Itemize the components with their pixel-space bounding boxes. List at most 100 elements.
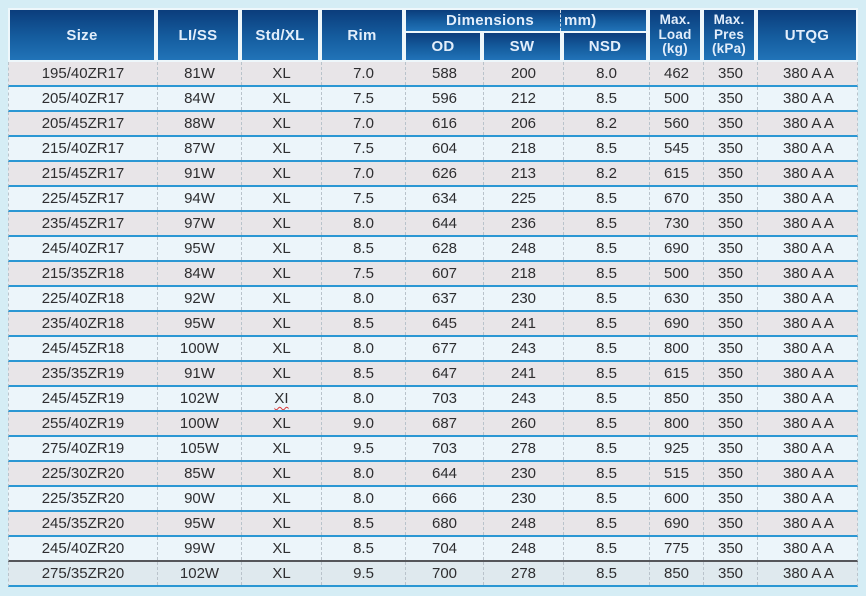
cell-sw-value: 212 xyxy=(510,90,537,107)
cell-sw-value: 248 xyxy=(510,540,537,557)
cell-sw-value: 218 xyxy=(510,265,537,282)
cell-utqg: 380 A A xyxy=(757,537,859,560)
cell-utqg-value: 380 A A xyxy=(783,465,834,482)
cell-pres-value: 350 xyxy=(717,115,744,132)
cell-size-value: 245/40ZR17 xyxy=(41,240,125,257)
cell-std: XL xyxy=(241,437,321,460)
cell-std: XL xyxy=(241,487,321,510)
table-row: 245/45ZR18 100W XL 8.0 677 243 8.5 800 350 380 A … xyxy=(8,337,858,362)
cell-std: XL xyxy=(241,187,321,210)
cell-load-value: 500 xyxy=(663,90,690,107)
cell-size-value: 245/35ZR20 xyxy=(41,515,125,532)
cell-nsd: 8.5 xyxy=(563,212,649,235)
cell-utqg: 380 A A xyxy=(757,487,859,510)
cell-load: 775 xyxy=(649,537,703,560)
cell-liss: 95W xyxy=(157,312,241,335)
cell-pres-value: 350 xyxy=(717,240,744,257)
cell-rim: 8.5 xyxy=(321,512,405,535)
cell-od-value: 626 xyxy=(431,165,458,182)
cell-sw-value: 241 xyxy=(510,315,537,332)
cell-liss-value: 81W xyxy=(184,65,215,82)
cell-liss-value: 91W xyxy=(184,165,215,182)
cell-liss-value: 102W xyxy=(179,565,220,582)
cell-liss: 81W xyxy=(157,62,241,85)
cell-load: 690 xyxy=(649,512,703,535)
cell-size: 205/40ZR17 xyxy=(9,87,157,110)
cell-liss: 102W xyxy=(157,562,241,585)
cell-pres-value: 350 xyxy=(717,540,744,557)
cell-size: 225/30ZR20 xyxy=(9,462,157,485)
cell-pres-value: 350 xyxy=(717,415,744,432)
cell-nsd-value: 8.5 xyxy=(596,540,617,557)
cell-std: XL xyxy=(241,562,321,585)
cell-std-value: XL xyxy=(272,165,291,182)
cell-utqg: 380 A A xyxy=(757,437,859,460)
header-dimensions-label: Dimensions xyxy=(445,12,535,29)
cell-std: XL xyxy=(241,337,321,360)
table-row: 225/35ZR20 90W XL 8.0 666 230 8.5 600 350 380 A A xyxy=(8,487,858,512)
cell-od: 616 xyxy=(405,112,483,135)
cell-rim-value: 9.5 xyxy=(353,565,374,582)
cell-size: 215/40ZR17 xyxy=(9,137,157,160)
cell-load: 500 xyxy=(649,262,703,285)
cell-nsd-value: 8.5 xyxy=(596,265,617,282)
cell-pres-value: 350 xyxy=(717,490,744,507)
cell-sw: 278 xyxy=(483,437,563,460)
cell-od-value: 644 xyxy=(431,215,458,232)
cell-utqg-value: 380 A A xyxy=(783,515,834,532)
cell-rim: 8.0 xyxy=(321,337,405,360)
cell-nsd: 8.5 xyxy=(563,487,649,510)
cell-rim-value: 8.0 xyxy=(353,465,374,482)
cell-od: 666 xyxy=(405,487,483,510)
cell-liss: 94W xyxy=(157,187,241,210)
cell-nsd: 8.5 xyxy=(563,137,649,160)
cell-od: 626 xyxy=(405,162,483,185)
cell-load: 800 xyxy=(649,337,703,360)
cell-od-value: 588 xyxy=(431,65,458,82)
cell-pres: 350 xyxy=(703,562,757,585)
table-row: 245/35ZR20 95W XL 8.5 680 248 8.5 690 350 380 A A xyxy=(8,512,858,537)
cell-rim: 8.0 xyxy=(321,287,405,310)
cell-size-value: 235/40ZR18 xyxy=(41,315,125,332)
cell-liss-value: 91W xyxy=(184,365,215,382)
table-row: 235/35ZR19 91W XL 8.5 647 241 8.5 615 350 380 A A xyxy=(8,362,858,387)
table-row: 245/45ZR19 102W XI 8.0 703 243 8.5 850 350 380 A … xyxy=(8,387,858,412)
cell-rim: 9.5 xyxy=(321,437,405,460)
cell-liss: 102W xyxy=(157,387,241,410)
cell-std-value: XL xyxy=(272,340,291,357)
cell-sw-value: 218 xyxy=(510,140,537,157)
cell-nsd-value: 8.5 xyxy=(596,490,617,507)
cell-std: XL xyxy=(241,512,321,535)
cell-utqg: 380 A A xyxy=(757,562,859,585)
cell-pres-value: 350 xyxy=(717,340,744,357)
cell-nsd-value: 8.5 xyxy=(596,315,617,332)
cell-load-value: 500 xyxy=(663,265,690,282)
cell-liss: 90W xyxy=(157,487,241,510)
header-li-ss: LI/SS xyxy=(156,8,240,62)
cell-od: 634 xyxy=(405,187,483,210)
cell-nsd: 8.5 xyxy=(563,537,649,560)
cell-utqg-value: 380 A A xyxy=(783,415,834,432)
table-row: 225/40ZR18 92W XL 8.0 637 230 8.5 630 350 380 A A xyxy=(8,287,858,312)
cell-utqg-value: 380 A A xyxy=(783,165,834,182)
cell-rim-value: 8.5 xyxy=(353,540,374,557)
cell-load-value: 560 xyxy=(663,115,690,132)
cell-utqg: 380 A A xyxy=(757,162,859,185)
cell-std: XL xyxy=(241,287,321,310)
cell-nsd: 8.5 xyxy=(563,237,649,260)
cell-nsd: 8.5 xyxy=(563,512,649,535)
cell-nsd: 8.5 xyxy=(563,412,649,435)
cell-size-value: 215/40ZR17 xyxy=(41,140,125,157)
cell-std: XI xyxy=(241,387,321,410)
cell-rim: 7.5 xyxy=(321,87,405,110)
cell-pres-value: 350 xyxy=(717,515,744,532)
cell-load-value: 515 xyxy=(663,465,690,482)
cell-size-value: 275/40ZR19 xyxy=(41,440,125,457)
cell-utqg-value: 380 A A xyxy=(783,65,834,82)
cell-load-value: 615 xyxy=(663,165,690,182)
header-dimensions: Dimensions mm) xyxy=(404,8,648,32)
cell-pres: 350 xyxy=(703,487,757,510)
table-row: 275/40ZR19 105W XL 9.5 703 278 8.5 925 350 380 A … xyxy=(8,437,858,462)
cell-size-value: 225/30ZR20 xyxy=(41,465,125,482)
cell-liss-value: 90W xyxy=(184,490,215,507)
